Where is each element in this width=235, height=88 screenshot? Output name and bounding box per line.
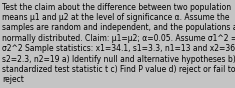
Text: reject: reject <box>2 75 24 84</box>
Text: standardized test statistic t c) Find P value d) reject or fail to: standardized test statistic t c) Find P … <box>2 65 235 74</box>
Text: σ2^2 Sample statistics: x1=34.1, s1=3.3, n1=13 and x2=36.5,: σ2^2 Sample statistics: x1=34.1, s1=3.3,… <box>2 44 235 53</box>
Text: samples are random and independent, and the populations are: samples are random and independent, and … <box>2 23 235 32</box>
Text: normally distributed. Claim: μ1=μ2; α=0.05. Assume σ1^2 =: normally distributed. Claim: μ1=μ2; α=0.… <box>2 34 235 43</box>
Text: s2=2.3, n2=19 a) Identify null and alternative hypotheses b) Find: s2=2.3, n2=19 a) Identify null and alter… <box>2 55 235 64</box>
Text: means μ1 and μ2 at the level of significance α. Assume the: means μ1 and μ2 at the level of signific… <box>2 13 230 22</box>
Text: Test the claim about the difference between two population: Test the claim about the difference betw… <box>2 3 231 12</box>
